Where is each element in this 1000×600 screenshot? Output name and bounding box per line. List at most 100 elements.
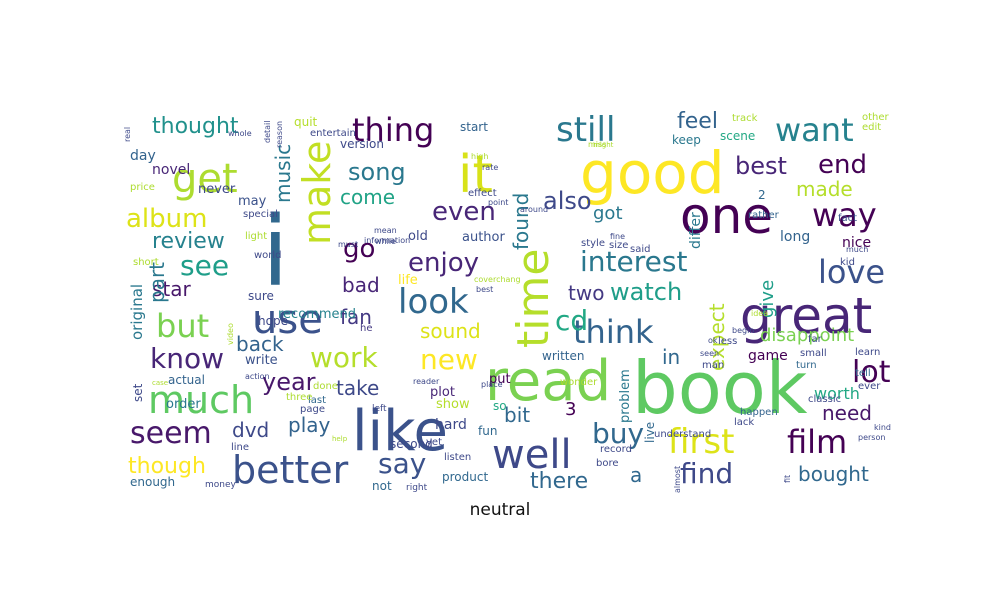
- word-part-70: part: [145, 262, 169, 303]
- word-write-84: write: [245, 353, 278, 368]
- word-quit-98: quit: [294, 115, 318, 129]
- word-play-58: play: [288, 413, 331, 437]
- word-live-115: live: [643, 422, 657, 443]
- word-effect-167: effect: [468, 188, 497, 199]
- word-happen-122: happen: [740, 407, 778, 418]
- word-way-24: way: [812, 196, 877, 234]
- word-in-71: in: [662, 345, 680, 369]
- word-start-95: start: [460, 120, 488, 134]
- word-3-73: 3: [565, 399, 576, 420]
- word-information-161: information: [364, 236, 410, 245]
- word-show-90: show: [436, 397, 470, 412]
- word-nice-75: nice: [842, 235, 871, 251]
- word-say-29: say: [378, 447, 426, 480]
- word-man-130: man: [702, 360, 724, 371]
- word-much-14: much: [148, 378, 254, 422]
- word-last-110: last: [308, 395, 326, 406]
- word-seen-184: seen: [700, 349, 719, 358]
- word-lot-40: lot: [852, 355, 891, 390]
- word-style-145: style: [581, 238, 605, 249]
- word-enjoy-35: enjoy: [408, 248, 479, 278]
- word-differ-77: differ: [688, 212, 704, 249]
- word-almost-176: almost: [673, 466, 682, 493]
- word-great-6: great: [740, 287, 872, 345]
- word-use-9: use: [252, 297, 323, 343]
- word-second-114: second: [390, 437, 433, 451]
- word-good-4: good: [580, 139, 725, 207]
- word-problem-86: problem: [618, 369, 633, 423]
- word-year-43: year: [262, 368, 316, 396]
- word-other-119: other: [862, 112, 890, 123]
- word-reader-183: reader: [413, 377, 440, 386]
- word-reason-155: reason: [275, 121, 284, 148]
- word-fine-173: fine: [610, 232, 625, 241]
- word-special-156: special: [243, 209, 278, 220]
- word-help-137: help: [332, 435, 348, 443]
- word-entertain-151: entertain: [310, 128, 356, 139]
- word-expect-55: expect: [705, 303, 729, 371]
- word-ok-175: ok: [708, 336, 718, 345]
- word-enough-109: enough: [130, 475, 175, 489]
- word-new-42: new: [420, 343, 478, 376]
- word-film-15: film: [787, 423, 847, 461]
- word-novel-81: novel: [152, 162, 190, 178]
- word-world-157: world: [254, 250, 282, 261]
- word-begin-174: begin: [732, 326, 754, 335]
- word-wonder-143: wonder: [560, 377, 598, 388]
- word-go-33: go: [343, 234, 375, 264]
- word-cloud-caption: neutral: [469, 500, 531, 520]
- word-feel-51: feel: [677, 109, 718, 134]
- word-coverchang-181: coverchang: [474, 275, 521, 284]
- word-thought-49: thought: [152, 114, 239, 139]
- word-though-45: though: [128, 454, 206, 479]
- word-kid-148: kid: [840, 257, 855, 268]
- word-want-23: want: [775, 111, 854, 149]
- word-seem-27: seem: [130, 416, 212, 451]
- word-interest-25: interest: [580, 245, 687, 278]
- word-dvd-52: dvd: [232, 418, 269, 442]
- word-game-79: game: [748, 348, 788, 364]
- word-written-107: written: [542, 349, 584, 363]
- word-order-102: order: [166, 397, 201, 412]
- word-bought-54: bought: [798, 462, 869, 486]
- word-not-108: not: [372, 479, 392, 493]
- word-kind-185: kind: [874, 423, 891, 432]
- word-person-150: person: [858, 433, 885, 442]
- word-like-2: like: [352, 399, 448, 464]
- word-action-166: action: [245, 372, 270, 381]
- word-but-31: but: [156, 307, 209, 345]
- word-less-144: less: [718, 336, 737, 347]
- word-hard-87: hard: [435, 417, 467, 433]
- word-keep-96: keep: [672, 133, 701, 147]
- word-there-62: there: [530, 469, 588, 494]
- word-set-100: set: [131, 383, 145, 402]
- word-while-163: while: [375, 237, 396, 246]
- word-line-136: line: [231, 442, 249, 453]
- word-found-50: found: [509, 193, 533, 250]
- word-light-158: light: [245, 231, 267, 242]
- word-think-17: think: [573, 313, 654, 351]
- word-worth-74: worth: [814, 384, 860, 403]
- word-long-76: long: [780, 229, 810, 245]
- word-best-39: best: [735, 152, 787, 180]
- word-book-0: book: [632, 346, 808, 430]
- word-back-56: back: [236, 332, 284, 356]
- word-fun-105: fun: [478, 424, 497, 438]
- word-watch-41: watch: [610, 278, 682, 306]
- word-look-19: look: [398, 282, 469, 322]
- word-find-26: find: [680, 457, 733, 490]
- word-much-186: much: [846, 245, 868, 254]
- word-disappoint-78: disappoint: [760, 325, 854, 346]
- word-give-59: give: [757, 280, 778, 318]
- word-day-80: day: [130, 148, 156, 164]
- word-buy-28: buy: [592, 417, 644, 450]
- word-got-68: got: [593, 203, 623, 224]
- word-size-146: size: [609, 240, 628, 251]
- word-tell-128: tell: [855, 368, 871, 379]
- word-end-38: end: [818, 150, 867, 180]
- word-a-72: a: [630, 463, 642, 487]
- word-point-170: point: [488, 198, 508, 207]
- word-need-61: need: [822, 401, 872, 425]
- word-old-93: old: [408, 229, 428, 244]
